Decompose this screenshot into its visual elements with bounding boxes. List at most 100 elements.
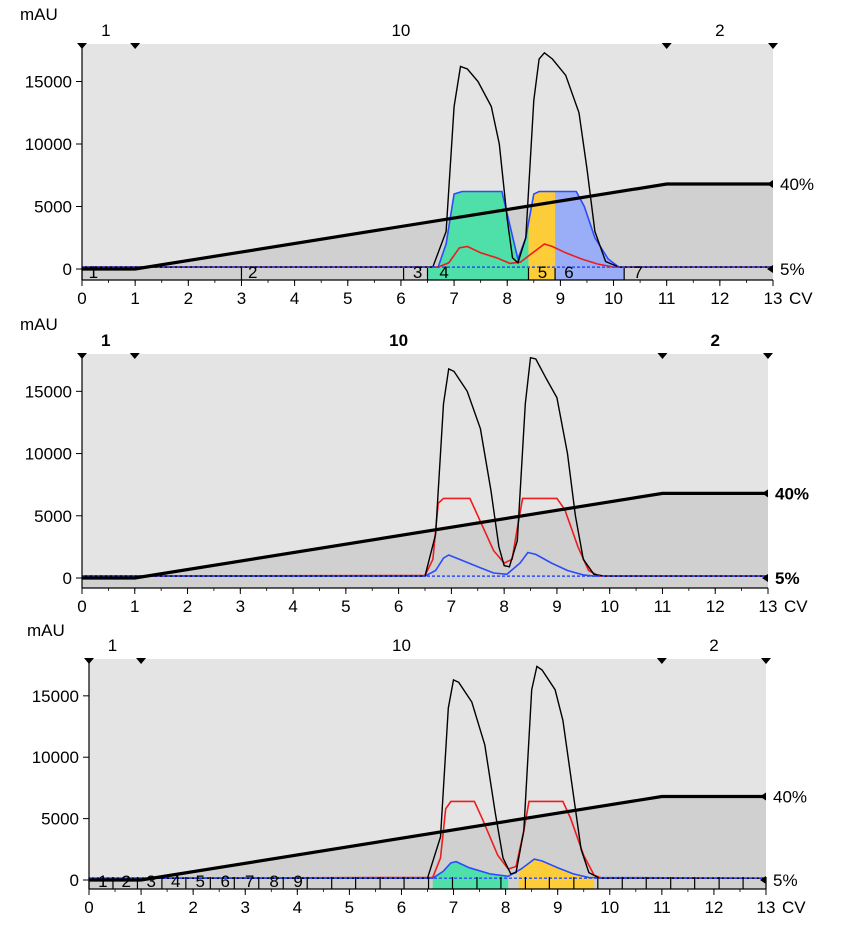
event-marker-icon <box>657 353 668 359</box>
phase-label: 2 <box>710 331 719 350</box>
phase-label: 10 <box>389 331 408 350</box>
gradient-area <box>89 796 766 889</box>
fraction-fill-2 <box>528 191 556 280</box>
gradient-area <box>82 493 768 588</box>
x-tick-label: 8 <box>501 898 510 917</box>
x-tick-label: 1 <box>130 597 139 616</box>
fraction-label: 7 <box>633 263 642 282</box>
gradient-end-marker <box>760 792 766 801</box>
x-tick-label: 13 <box>764 289 783 308</box>
uv-main-series-line <box>89 665 766 879</box>
gradient-low-label: 5% <box>775 569 800 588</box>
x-tick-label: 9 <box>552 597 561 616</box>
y-tick-label: 5000 <box>41 810 79 829</box>
x-unit-label: CV <box>784 597 808 616</box>
phase-label: 1 <box>108 636 117 655</box>
event-marker-icon <box>136 658 147 664</box>
fraction-fill-1 <box>432 861 509 889</box>
x-tick-label: 10 <box>604 289 623 308</box>
uv-blue-series-line <box>89 858 767 879</box>
x-tick-label: 6 <box>396 289 405 308</box>
gradient-high-label: 40% <box>780 175 814 194</box>
x-tick-label: 5 <box>343 289 352 308</box>
fraction-label: 2 <box>248 263 257 282</box>
fraction-label: 1 <box>98 872 107 891</box>
x-tick-label: 1 <box>136 898 145 917</box>
x-unit-label: CV <box>782 898 806 917</box>
x-tick-label: 8 <box>502 289 511 308</box>
x-tick-label: 11 <box>658 289 676 308</box>
x-tick-label: 9 <box>553 898 562 917</box>
gradient-high-label: 40% <box>773 788 807 807</box>
phase-label: 1 <box>101 331 110 350</box>
fraction-label: 9 <box>293 872 302 891</box>
phase-label: 1 <box>101 21 110 40</box>
event-marker-icon <box>129 353 140 359</box>
uv-main-series-line <box>82 356 768 577</box>
gradient-end-marker <box>762 489 768 498</box>
x-tick-label: 7 <box>449 289 458 308</box>
y-tick-label: 0 <box>63 569 72 588</box>
y-unit-title: mAU <box>20 5 58 24</box>
gradient-start-marker <box>760 876 766 884</box>
phase-label: 10 <box>392 636 411 655</box>
y-tick-label: 15000 <box>32 687 79 706</box>
phase-label: 2 <box>715 21 724 40</box>
x-tick-label: 6 <box>394 597 403 616</box>
x-tick-label: 0 <box>77 597 86 616</box>
x-tick-label: 4 <box>293 898 302 917</box>
gradient-low-label: 5% <box>773 871 798 890</box>
y-tick-label: 15000 <box>25 73 72 92</box>
fraction-label: 7 <box>245 872 254 891</box>
x-tick-label: 12 <box>710 289 729 308</box>
y-tick-label: 5000 <box>34 198 72 217</box>
fraction-label: 3 <box>147 872 156 891</box>
x-tick-label: 3 <box>240 898 249 917</box>
event-marker-icon <box>84 658 94 664</box>
gradient-line <box>82 491 768 580</box>
x-tick-label: 10 <box>600 898 619 917</box>
fraction-label: 4 <box>171 872 180 891</box>
event-marker-icon <box>77 353 87 359</box>
x-tick-label: 12 <box>706 597 725 616</box>
y-tick-label: 0 <box>63 260 72 279</box>
x-tick-label: 8 <box>499 597 508 616</box>
fraction-label: 2 <box>122 872 131 891</box>
y-tick-label: 0 <box>70 871 79 890</box>
event-marker-icon <box>761 658 771 664</box>
x-tick-label: 13 <box>759 597 778 616</box>
x-tick-label: 3 <box>236 597 245 616</box>
gradient-start-marker <box>762 574 768 582</box>
gradient-start-marker <box>767 265 773 273</box>
uv-red-series-line <box>82 243 773 268</box>
x-tick-label: 1 <box>130 289 139 308</box>
x-tick-label: 12 <box>704 898 723 917</box>
x-unit-label: CV <box>789 289 813 308</box>
y-tick-label: 10000 <box>25 445 72 464</box>
x-tick-label: 11 <box>654 597 672 616</box>
fraction-label: 5 <box>538 263 547 282</box>
x-tick-label: 4 <box>290 289 299 308</box>
event-marker-icon <box>763 353 773 359</box>
phase-label: 10 <box>391 21 410 40</box>
x-tick-label: 3 <box>237 289 246 308</box>
event-marker-icon <box>130 43 141 49</box>
phase-label: 2 <box>709 636 718 655</box>
x-tick-label: 10 <box>600 597 619 616</box>
x-tick-label: 2 <box>184 289 193 308</box>
event-marker-icon <box>661 43 672 49</box>
event-marker-icon <box>768 43 778 49</box>
x-tick-label: 6 <box>397 898 406 917</box>
fraction-label: 5 <box>195 872 204 891</box>
fraction-label: 8 <box>269 872 278 891</box>
gradient-high-label: 40% <box>775 484 809 503</box>
x-tick-label: 13 <box>757 898 776 917</box>
event-marker-icon <box>656 658 667 664</box>
uv-blue-series-line <box>82 551 768 577</box>
uv-red-series-line <box>88 800 766 879</box>
y-tick-label: 15000 <box>25 382 72 401</box>
fraction-label: 3 <box>413 263 422 282</box>
